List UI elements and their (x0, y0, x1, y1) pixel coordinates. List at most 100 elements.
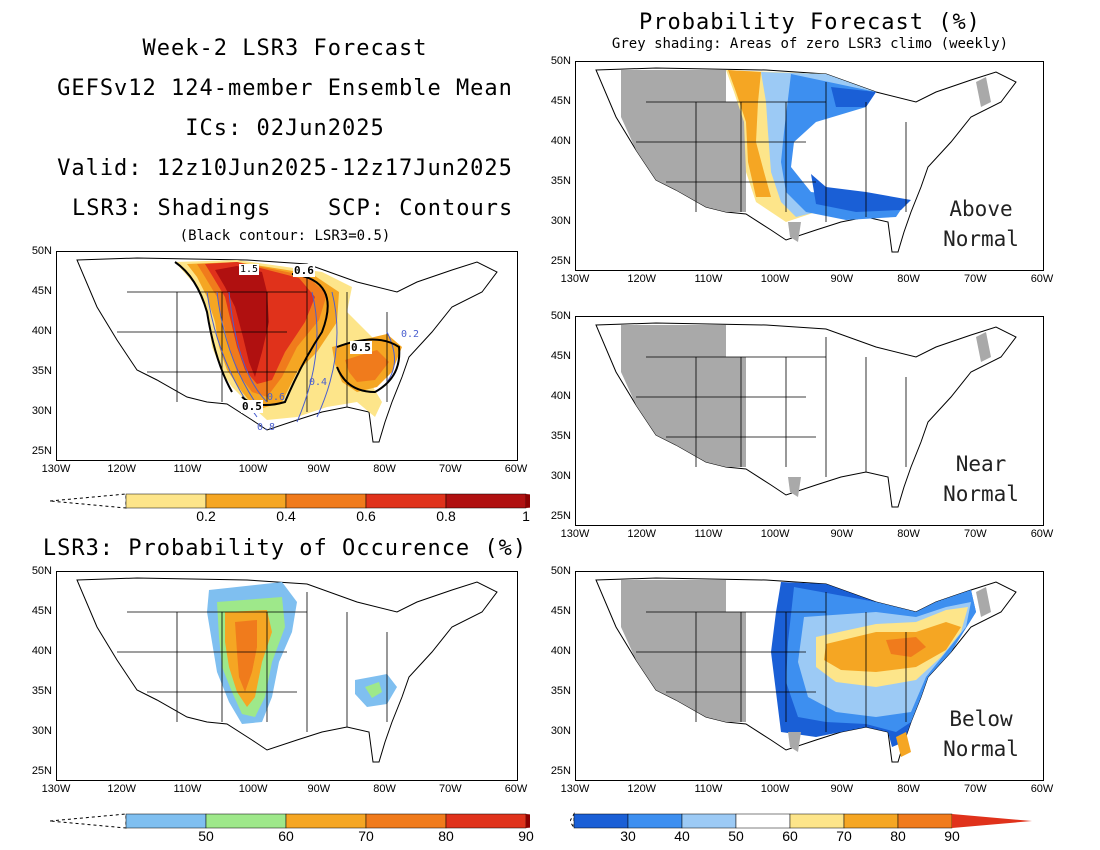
lat-label: 45N (31, 605, 52, 617)
lat-label: 40N (550, 135, 571, 147)
scp-label-0-6: 0.6 (267, 392, 286, 403)
lat-label: 50N (31, 565, 52, 577)
lon-label: 100W (760, 783, 790, 795)
lat-label: 25N (31, 445, 52, 457)
lon-label: 100W (760, 528, 790, 540)
lon-label: 60W (504, 463, 528, 475)
lon-label: 80W (373, 463, 396, 475)
lon-label: 130W (41, 783, 71, 795)
lat-label: 25N (31, 765, 52, 777)
lat-label: 50N (550, 565, 571, 577)
near-normal-label: Near Normal (936, 449, 1026, 509)
near-label-line1: Near (955, 452, 1007, 476)
above-label-line1: Above (949, 197, 1013, 221)
lon-label: 120W (627, 273, 657, 285)
lat-label: 25N (550, 255, 571, 267)
colorbar-segment (285, 493, 367, 509)
below-label-line1: Below (949, 707, 1013, 731)
lsr3-scp-map: 1.5 0.6 0.5 0.5 0.2 0.4 0.6 0.8 (56, 251, 518, 461)
lat-label: 30N (550, 215, 571, 227)
colorbar-segment (365, 493, 447, 509)
colorbar-lead-triangle (569, 812, 575, 830)
lon-label: 120W (107, 463, 137, 475)
lon-label: 90W (830, 528, 854, 540)
contour-label-0-5-east: 0.5 (350, 341, 372, 354)
lon-label: 70W (963, 528, 987, 540)
lat-label: 40N (550, 645, 571, 657)
colorbar-segment (445, 813, 527, 829)
colorbar-segment (365, 813, 447, 829)
lat-label: 40N (31, 325, 52, 337)
colorbar-segment (205, 813, 287, 829)
model-name: GEFSv12 124-member Ensemble Mean (57, 76, 513, 101)
colorbar-tick-label: 50 (728, 828, 744, 844)
lat-label: 35N (550, 430, 571, 442)
lon-label: 100W (760, 273, 790, 285)
lat-label: 45N (31, 285, 52, 297)
lon-label: 130W (41, 463, 71, 475)
lon-label: 130W (560, 273, 590, 285)
near-label-line2: Normal (943, 482, 1019, 506)
lon-label: 110W (694, 783, 723, 795)
lon-label: 70W (438, 783, 462, 795)
lon-label: 80W (897, 273, 920, 285)
colorbar-end-triangle (526, 814, 606, 828)
lat-label: 50N (31, 245, 52, 257)
colorbar-tick-label: 60 (278, 828, 294, 844)
lat-label: 35N (550, 685, 571, 697)
colorbar-lead-triangle (49, 813, 127, 829)
lon-label: 60W (1030, 273, 1054, 285)
scp-label-0-2: 0.2 (400, 329, 421, 340)
lat-label: 45N (550, 95, 571, 107)
lat-label: 45N (550, 605, 571, 617)
main-title: Week-2 LSR3 Forecast (142, 36, 428, 61)
scp-label-0-8: 0.8 (257, 422, 276, 433)
lon-label: 100W (238, 463, 268, 475)
lat-label: 35N (550, 175, 571, 187)
contour-label-0-6: 0.6 (293, 264, 315, 277)
lon-label: 90W (830, 783, 854, 795)
scp-label-0-4: 0.4 (309, 377, 328, 388)
colorbar-segment (445, 493, 527, 509)
colorbar-tick-label: 90 (944, 828, 960, 844)
lon-label: 70W (963, 783, 987, 795)
occurrence-map (56, 571, 518, 781)
lat-label: 40N (31, 645, 52, 657)
contours-label: SCP: Contours (328, 196, 514, 221)
lon-label: 120W (107, 783, 137, 795)
black-contour-note: (Black contour: LSR3=0.5) (179, 228, 391, 244)
colorbar-segment (205, 493, 287, 509)
occurrence-title: LSR3: Probability of Occurence (%) (42, 536, 528, 561)
lat-label: 30N (31, 405, 52, 417)
lon-label: 90W (307, 783, 331, 795)
lat-label: 25N (550, 510, 571, 522)
lon-label: 130W (560, 783, 590, 795)
lon-label: 60W (504, 783, 528, 795)
initial-conditions: ICs: 02Jun2025 (185, 116, 385, 141)
above-normal-label: Above Normal (936, 194, 1026, 254)
colorbar-tick-label: 80 (890, 828, 906, 844)
lat-label: 35N (31, 685, 52, 697)
colorbar-segment (843, 813, 899, 829)
lat-label: 35N (31, 365, 52, 377)
colorbar-segment (627, 813, 683, 829)
lon-label: 70W (963, 273, 987, 285)
colorbar-segment (681, 813, 737, 829)
near-normal-map: Near Normal (575, 316, 1044, 526)
colorbar-tick-label: 50 (198, 828, 214, 844)
grey-shading-note: Grey shading: Areas of zero LSR3 climo (… (611, 36, 1009, 52)
lon-label: 60W (1030, 528, 1054, 540)
lon-label: 120W (627, 783, 657, 795)
probability-colorbar (569, 811, 1060, 835)
colorbar-tick-label: 60 (782, 828, 798, 844)
colorbar-end-triangle (952, 814, 1032, 828)
lon-label: 110W (694, 273, 723, 285)
colorbar-tick-label: 0.8 (436, 508, 456, 524)
lon-label: 90W (830, 273, 854, 285)
contour-label-0-5-south: 0.5 (241, 400, 263, 413)
above-normal-map: Above Normal (575, 61, 1044, 271)
colorbar-end-triangle (526, 494, 606, 508)
colorbar-segment (125, 813, 207, 829)
lon-label: 130W (560, 528, 590, 540)
lon-label: 80W (373, 783, 396, 795)
